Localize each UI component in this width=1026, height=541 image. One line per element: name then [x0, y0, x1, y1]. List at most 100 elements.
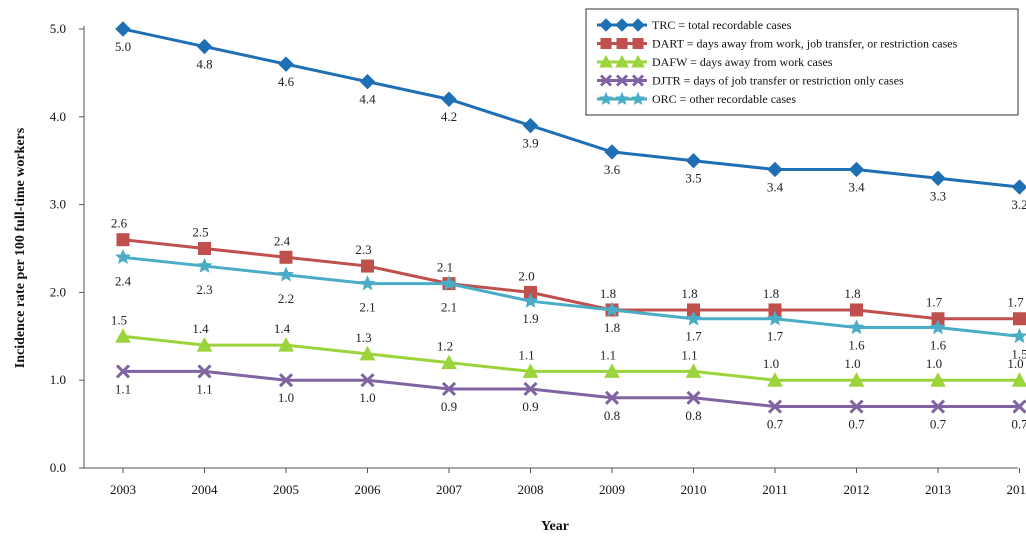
y-tick-label: 2.0 [50, 284, 66, 299]
legend-marker [633, 39, 643, 49]
data-label: 1.1 [518, 347, 534, 362]
data-label: 1.7 [685, 329, 702, 344]
data-label: 4.6 [278, 74, 295, 89]
legend-label: DART = days away from work, job transfer… [652, 37, 958, 51]
data-label: 2.1 [437, 260, 453, 275]
series-star [116, 250, 1026, 342]
legend-label: TRC = total recordable cases [652, 18, 792, 32]
data-point [199, 243, 211, 255]
data-label: 4.8 [196, 57, 212, 72]
data-label: 0.7 [848, 417, 865, 432]
legend-label: DAFW = days away from work cases [652, 55, 833, 69]
data-label: 1.7 [926, 295, 943, 310]
x-tick-label: 2008 [518, 482, 544, 497]
data-point [279, 57, 293, 71]
data-point [850, 162, 864, 176]
data-label: 2.4 [115, 273, 132, 288]
data-label: 1.6 [848, 338, 865, 353]
data-label: 3.4 [767, 179, 784, 194]
data-point [1013, 180, 1026, 194]
data-point [198, 40, 212, 54]
data-point [524, 119, 538, 133]
data-label: 0.9 [441, 399, 457, 414]
data-label: 0.7 [767, 417, 784, 432]
data-point [362, 260, 374, 272]
data-label: 1.8 [844, 286, 860, 301]
data-label: 4.2 [441, 109, 457, 124]
data-point [931, 171, 945, 185]
series-line [123, 257, 1020, 336]
legend: TRC = total recordable cases DART = days … [586, 9, 1018, 115]
data-label: 1.6 [930, 338, 947, 353]
x-tick-label: 2013 [925, 482, 951, 497]
legend-marker [601, 39, 611, 49]
legend-label: DJTR = days of job transfer or restricti… [652, 74, 904, 88]
data-point [198, 259, 211, 272]
data-label: 2.6 [111, 216, 128, 231]
data-point [361, 277, 374, 290]
data-label: 1.8 [763, 286, 779, 301]
data-label: 1.1 [600, 347, 616, 362]
data-point [117, 234, 129, 246]
data-label: 1.8 [600, 286, 616, 301]
data-point [361, 75, 375, 89]
data-label: 4.4 [359, 92, 376, 107]
data-label: 0.8 [685, 408, 701, 423]
data-label: 0.9 [522, 399, 538, 414]
series-line [123, 336, 1020, 380]
data-label: 1.2 [437, 339, 453, 354]
data-label: 3.2 [1011, 197, 1026, 212]
data-label: 2.0 [518, 268, 534, 283]
data-label: 3.5 [685, 171, 701, 186]
data-label: 1.7 [1007, 295, 1024, 310]
data-label: 3.6 [604, 162, 621, 177]
series-line [123, 371, 1020, 406]
x-tick-label: 2009 [599, 482, 625, 497]
data-label: 2.1 [441, 300, 457, 315]
x-tick-label: 2014 [1007, 482, 1026, 497]
x-tick-label: 2004 [192, 482, 219, 497]
legend-marker [617, 39, 627, 49]
x-tick-label: 2012 [844, 482, 870, 497]
data-label: 3.9 [522, 136, 538, 151]
x-tick-label: 2007 [436, 482, 463, 497]
x-axis-title: Year [541, 519, 569, 534]
data-label: 1.0 [926, 356, 942, 371]
legend-item: DART = days away from work, job transfer… [597, 37, 958, 51]
data-point [442, 92, 456, 106]
x-tick-label: 2011 [762, 482, 788, 497]
series-square [117, 234, 1026, 325]
data-point [605, 145, 619, 159]
data-label: 2.3 [196, 282, 212, 297]
x-tick-label: 2005 [273, 482, 299, 497]
data-label: 0.7 [930, 417, 947, 432]
data-label: 2.5 [192, 225, 208, 240]
data-label: 2.2 [278, 291, 294, 306]
data-label: 5.0 [115, 39, 131, 54]
data-point [1014, 313, 1026, 325]
y-tick-label: 3.0 [50, 197, 66, 212]
data-point [768, 162, 782, 176]
data-label: 3.3 [930, 188, 946, 203]
data-label: 0.8 [604, 408, 620, 423]
data-point [116, 22, 130, 36]
x-tick-label: 2003 [110, 482, 136, 497]
data-label: 2.3 [355, 242, 371, 257]
data-label: 1.5 [1011, 346, 1026, 361]
data-point [1013, 329, 1026, 342]
data-label: 1.0 [278, 390, 294, 405]
data-label: 1.7 [767, 329, 784, 344]
data-label: 1.1 [196, 381, 212, 396]
data-label: 1.1 [681, 347, 697, 362]
data-label: 3.4 [848, 179, 865, 194]
data-label: 1.4 [274, 321, 291, 336]
data-label: 0.7 [1011, 417, 1026, 432]
data-label: 1.5 [111, 312, 127, 327]
data-label: 1.8 [681, 286, 697, 301]
data-label: 1.3 [355, 330, 371, 345]
x-tick-label: 2006 [355, 482, 382, 497]
y-tick-label: 5.0 [50, 21, 66, 36]
data-label: 2.4 [274, 233, 291, 248]
data-point [687, 154, 701, 168]
